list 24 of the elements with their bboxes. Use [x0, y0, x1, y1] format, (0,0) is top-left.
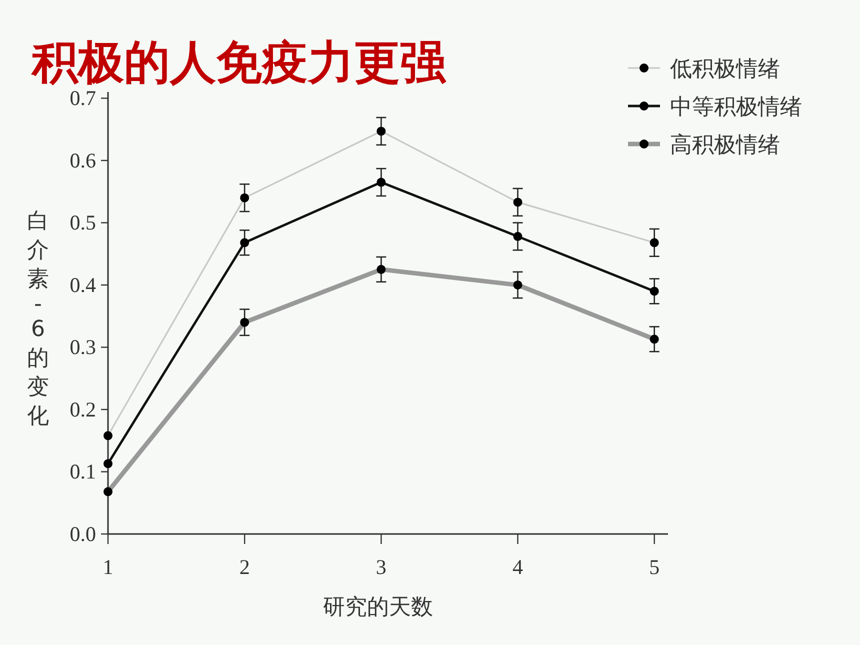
y-tick-label: 0.1 [70, 460, 96, 484]
y-tick-label: 0.2 [70, 397, 96, 422]
x-tick-label: 3 [376, 555, 386, 579]
legend-label: 低积极情绪 [670, 57, 780, 82]
point [513, 232, 522, 241]
x-tick-label: 1 [102, 555, 114, 579]
x-tick-label: 5 [649, 555, 660, 579]
legend-label: 中等积极情绪 [670, 95, 802, 120]
x-tick-label: 4 [512, 555, 524, 579]
x-axis-title: 研究的天数 [323, 595, 433, 620]
y-tick-label: 0.3 [70, 335, 96, 360]
y-axis-title: 白介素-6的变化 [27, 209, 49, 429]
chart-title: 积极的人免疫力更强 [30, 35, 447, 89]
point [104, 459, 112, 468]
y-tick-label: 0.4 [70, 272, 96, 297]
legend-label: 高积极情绪 [670, 133, 780, 158]
point [650, 286, 659, 296]
point [240, 238, 250, 248]
y-tick-label: 0.6 [70, 148, 96, 172]
y-tick-label: 0.0 [70, 522, 96, 546]
x-tick-label: 2 [239, 555, 250, 579]
y-tick-label: 0.5 [70, 210, 96, 235]
y-tick-label: 0.7 [70, 86, 96, 110]
point [376, 178, 386, 187]
